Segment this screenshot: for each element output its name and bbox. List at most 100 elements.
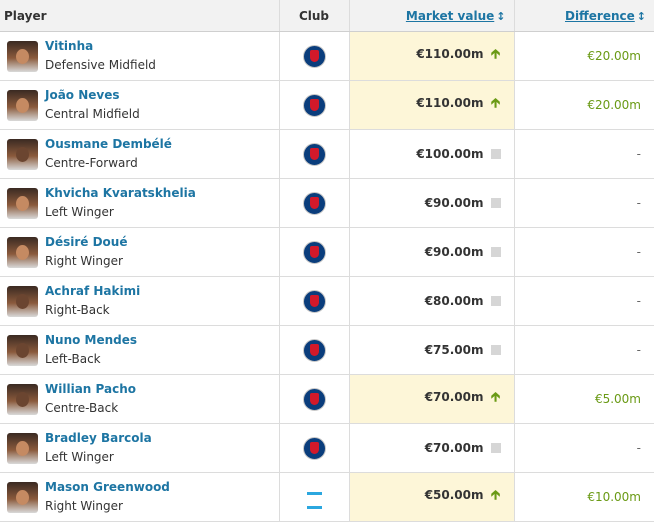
no-change-icon: [490, 247, 501, 257]
player-name-link[interactable]: Willian Pacho: [45, 382, 136, 396]
difference-column-header[interactable]: Difference ↕: [514, 0, 654, 32]
no-change-icon: [490, 296, 501, 306]
player-position: Defensive Midfield: [45, 58, 156, 72]
psg-crest-icon[interactable]: [302, 191, 326, 215]
player-position: Left Winger: [45, 450, 114, 464]
table-row: João Neves Central Midfield €110.00m 🡱 €2…: [0, 80, 654, 130]
player-position: Right Winger: [45, 254, 123, 268]
player-cell: Willian Pacho Centre-Back: [0, 374, 280, 424]
market-value-column-header[interactable]: Market value ↕: [349, 0, 515, 32]
psg-crest-icon[interactable]: [302, 142, 326, 166]
player-position: Centre-Back: [45, 401, 119, 415]
difference-sort-link[interactable]: Difference: [564, 8, 635, 23]
player-name-link[interactable]: João Neves: [45, 88, 120, 102]
market-value: €100.00m: [416, 147, 484, 161]
club-cell: [279, 423, 350, 473]
club-cell: [279, 325, 350, 375]
player-cell: Bradley Barcola Left Winger: [0, 423, 280, 473]
table-header-row: Player Club Market value ↕ Difference ↕: [0, 0, 654, 32]
player-name-link[interactable]: Achraf Hakimi: [45, 284, 141, 298]
market-value: €110.00m: [416, 47, 484, 61]
player-name-link[interactable]: Bradley Barcola: [45, 431, 152, 445]
psg-crest-icon[interactable]: [302, 93, 326, 117]
player-name-link[interactable]: Vitinha: [45, 39, 94, 53]
market-value: €90.00m: [424, 245, 484, 259]
psg-crest-icon[interactable]: [302, 44, 326, 68]
player-photo[interactable]: [7, 40, 38, 72]
market-value-cell: €100.00m: [349, 129, 515, 179]
table-row: Achraf Hakimi Right-Back €80.00m -: [0, 276, 654, 326]
club-column-header: Club: [279, 0, 350, 32]
difference-cell: €20.00m: [514, 31, 654, 81]
player-photo[interactable]: [7, 432, 38, 464]
market-value-cell: €70.00m: [349, 423, 515, 473]
sort-arrows-icon[interactable]: ↕: [636, 9, 646, 23]
club-cell: [279, 472, 350, 522]
player-photo[interactable]: [7, 383, 38, 415]
table-row: Willian Pacho Centre-Back €70.00m 🡱 €5.00…: [0, 374, 654, 424]
difference-cell: -: [514, 129, 654, 179]
table-row: Nuno Mendes Left-Back €75.00m -: [0, 325, 654, 375]
psg-crest-icon[interactable]: [302, 289, 326, 313]
market-value-cell: €50.00m 🡱: [349, 472, 515, 522]
table-row: Khvicha Kvaratskhelia Left Winger €90.00…: [0, 178, 654, 228]
player-name-link[interactable]: Khvicha Kvaratskhelia: [45, 186, 196, 200]
player-photo[interactable]: [7, 285, 38, 317]
player-cell: Désiré Doué Right Winger: [0, 227, 280, 277]
market-value-cell: €110.00m 🡱: [349, 31, 515, 81]
table-row: Désiré Doué Right Winger €90.00m -: [0, 227, 654, 277]
sort-arrows-icon[interactable]: ↕: [496, 9, 506, 23]
player-photo[interactable]: [7, 138, 38, 170]
player-photo[interactable]: [7, 334, 38, 366]
player-position: Left-Back: [45, 352, 101, 366]
player-photo[interactable]: [7, 236, 38, 268]
player-position: Right Winger: [45, 499, 123, 513]
player-name-link[interactable]: Ousmane Dembélé: [45, 137, 172, 151]
club-cell: [279, 129, 350, 179]
market-value: €110.00m: [416, 96, 484, 110]
psg-crest-icon[interactable]: [302, 240, 326, 264]
arrow-up-icon: 🡱: [490, 390, 501, 405]
psg-crest-icon[interactable]: [302, 436, 326, 460]
no-change-icon: [490, 149, 501, 159]
player-photo[interactable]: [7, 481, 38, 513]
psg-crest-icon[interactable]: [302, 387, 326, 411]
player-cell: João Neves Central Midfield: [0, 80, 280, 130]
market-value: €80.00m: [424, 294, 484, 308]
table-row: Ousmane Dembélé Centre-Forward €100.00m …: [0, 129, 654, 179]
player-position: Right-Back: [45, 303, 110, 317]
market-value-cell: €90.00m: [349, 178, 515, 228]
player-name-link[interactable]: Mason Greenwood: [45, 480, 170, 494]
no-change-icon: [490, 345, 501, 355]
club-cell: [279, 178, 350, 228]
market-value-sort-link[interactable]: Market value: [405, 8, 495, 23]
player-cell: Vitinha Defensive Midfield: [0, 31, 280, 81]
psg-crest-icon[interactable]: [302, 338, 326, 362]
market-value-cell: €70.00m 🡱: [349, 374, 515, 424]
arrow-up-icon: 🡱: [490, 488, 501, 503]
arrow-up-icon: 🡱: [490, 47, 501, 62]
player-photo[interactable]: [7, 187, 38, 219]
player-cell: Achraf Hakimi Right-Back: [0, 276, 280, 326]
player-position: Central Midfield: [45, 107, 140, 121]
no-change-icon: [490, 443, 501, 453]
player-position: Left Winger: [45, 205, 114, 219]
club-cell: [279, 374, 350, 424]
difference-cell: -: [514, 325, 654, 375]
difference-cell: €5.00m: [514, 374, 654, 424]
arrow-up-icon: 🡱: [490, 96, 501, 111]
market-value-cell: €110.00m 🡱: [349, 80, 515, 130]
om-crest-icon[interactable]: [303, 486, 325, 509]
club-cell: [279, 31, 350, 81]
difference-cell: €20.00m: [514, 80, 654, 130]
player-name-link[interactable]: Nuno Mendes: [45, 333, 138, 347]
market-value: €70.00m: [424, 441, 484, 455]
difference-cell: -: [514, 178, 654, 228]
player-name-link[interactable]: Désiré Doué: [45, 235, 128, 249]
market-value-cell: €75.00m: [349, 325, 515, 375]
table-row: Vitinha Defensive Midfield €110.00m 🡱 €20…: [0, 31, 654, 81]
no-change-icon: [490, 198, 501, 208]
player-photo[interactable]: [7, 89, 38, 121]
difference-cell: -: [514, 227, 654, 277]
